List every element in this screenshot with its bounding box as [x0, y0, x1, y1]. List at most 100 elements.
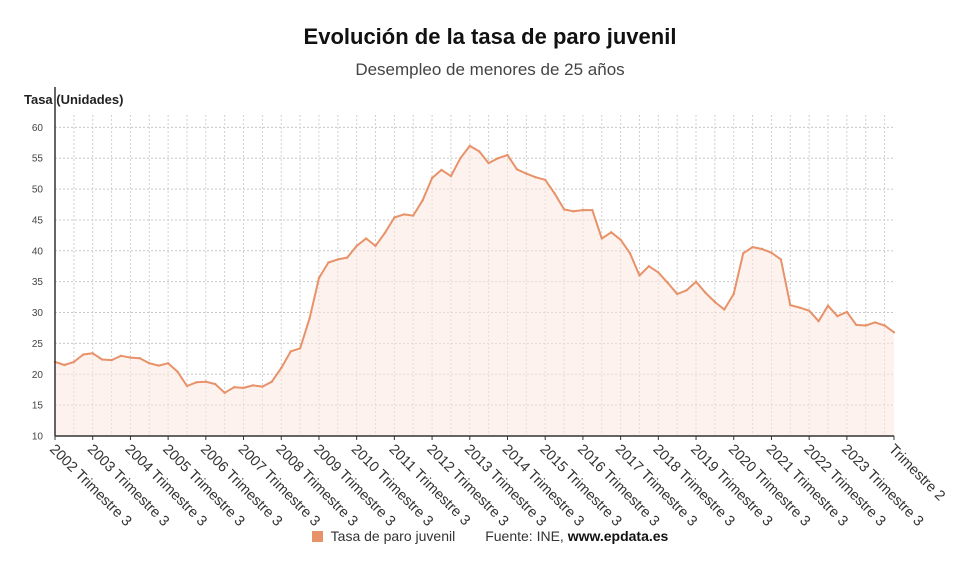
legend: Tasa de paro juvenil Fuente: INE, www.ep…	[0, 528, 980, 544]
data-point	[647, 265, 651, 268]
data-point	[892, 331, 896, 334]
data-point	[600, 237, 603, 240]
data-point	[468, 144, 471, 148]
data-point	[515, 168, 519, 171]
y-tick-label: 60	[32, 123, 44, 134]
data-point	[148, 362, 151, 365]
data-point	[82, 353, 85, 356]
data-point	[676, 292, 679, 296]
data-point	[119, 354, 123, 357]
data-point	[817, 320, 820, 323]
data-point	[628, 252, 632, 255]
y-tick-label: 50	[32, 185, 44, 196]
data-point	[346, 256, 349, 259]
data-point	[214, 382, 217, 386]
data-point	[694, 280, 698, 283]
data-point	[779, 258, 783, 261]
y-tick-label: 45	[32, 215, 44, 226]
chart-title: Evolución de la tasa de paro juvenil	[303, 24, 677, 49]
y-tick-label: 15	[32, 401, 44, 412]
data-point	[591, 208, 594, 212]
data-point	[666, 281, 669, 285]
y-axis-label: Tasa (Unidades)	[24, 92, 124, 107]
data-point	[138, 357, 141, 360]
data-point	[657, 271, 660, 274]
data-point	[280, 366, 283, 370]
series-line	[54, 144, 895, 394]
source-link[interactable]: www.epdata.es	[567, 528, 669, 544]
data-point	[685, 289, 688, 292]
data-point	[496, 157, 500, 160]
source-prefix: Fuente: INE,	[485, 528, 568, 544]
data-point	[421, 199, 424, 202]
data-point	[100, 358, 104, 361]
data-point	[449, 174, 453, 178]
data-point	[770, 251, 773, 254]
series-area	[55, 145, 894, 436]
data-point	[261, 385, 264, 388]
data-point	[610, 231, 613, 234]
data-point	[63, 363, 66, 367]
data-point	[619, 238, 622, 241]
data-point	[534, 176, 537, 179]
data-point	[195, 381, 198, 384]
data-point	[223, 391, 226, 394]
data-point	[723, 308, 726, 311]
data-point	[864, 324, 867, 327]
data-point	[883, 324, 886, 327]
data-point	[638, 274, 641, 277]
data-point	[704, 291, 707, 294]
data-point	[430, 176, 434, 180]
data-point	[440, 168, 443, 172]
data-point	[72, 360, 76, 364]
data-point	[308, 317, 311, 320]
y-tick-label: 25	[32, 339, 44, 350]
data-point	[855, 323, 858, 327]
y-tick-label: 20	[32, 370, 44, 381]
data-point	[544, 178, 547, 181]
data-point	[336, 258, 339, 261]
data-point	[873, 321, 877, 324]
data-point	[157, 364, 160, 367]
data-point	[251, 384, 255, 387]
data-point	[327, 261, 330, 264]
data-point	[364, 237, 368, 240]
data-point	[204, 380, 207, 383]
data-point	[581, 208, 585, 212]
data-point	[383, 231, 387, 235]
data-point	[185, 384, 189, 388]
data-point	[129, 356, 132, 359]
chart-subtitle: Desempleo de menores de 25 años	[355, 60, 625, 79]
data-point	[836, 315, 839, 318]
legend-label: Tasa de paro juvenil	[330, 528, 456, 544]
y-tick-label: 35	[32, 277, 44, 288]
y-tick-label: 55	[32, 154, 44, 165]
data-point	[298, 347, 302, 350]
data-point	[553, 192, 556, 195]
data-point	[374, 244, 377, 248]
data-point	[487, 161, 490, 165]
data-point	[412, 214, 415, 217]
legend-swatch	[311, 530, 323, 542]
data-point	[845, 310, 849, 314]
data-point	[110, 358, 113, 362]
data-point	[166, 362, 170, 365]
data-point	[572, 210, 575, 213]
data-point	[742, 252, 745, 255]
data-point	[176, 370, 179, 373]
data-point	[478, 150, 481, 153]
data-point	[289, 350, 292, 353]
data-point	[798, 306, 801, 309]
data-point	[525, 172, 528, 175]
data-point	[270, 380, 273, 383]
data-point	[355, 244, 358, 248]
data-point	[459, 157, 462, 160]
y-tick-label: 10	[32, 432, 44, 443]
data-point	[751, 245, 754, 249]
data-point	[91, 352, 94, 355]
data-point	[826, 304, 830, 307]
data-point	[713, 300, 717, 304]
y-tick-label: 30	[32, 308, 44, 319]
data-point	[808, 309, 811, 312]
